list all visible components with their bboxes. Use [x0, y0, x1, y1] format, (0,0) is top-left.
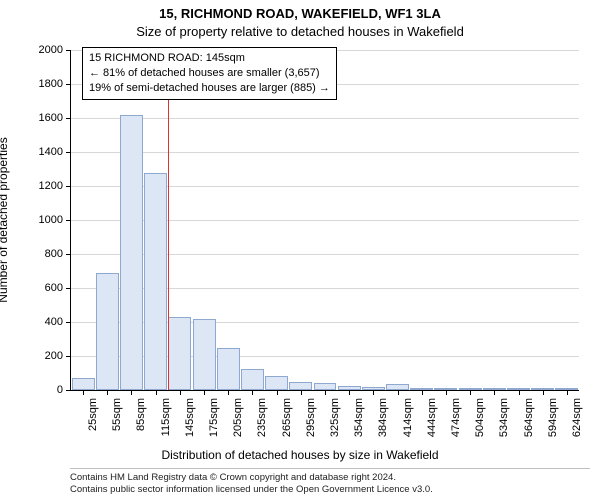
x-tick: [131, 390, 132, 395]
bar: [144, 173, 167, 390]
x-tick-label: 85sqm: [135, 398, 147, 446]
x-tick: [470, 390, 471, 395]
y-tick-label: 0: [15, 384, 63, 396]
bar: [120, 115, 143, 390]
gridline: [71, 118, 579, 119]
x-tick-label: 504sqm: [474, 398, 486, 446]
callout-line3: 19% of semi-detached houses are larger (…: [89, 81, 330, 96]
y-tick: [66, 152, 71, 153]
callout-line1: 15 RICHMOND ROAD: 145sqm: [89, 51, 330, 66]
x-tick-label: 205sqm: [232, 398, 244, 446]
x-tick: [543, 390, 544, 395]
y-tick-label: 1600: [15, 112, 63, 124]
y-tick-label: 1200: [15, 180, 63, 192]
bar: [241, 369, 264, 390]
x-tick-label: 325sqm: [329, 398, 341, 446]
bar: [314, 383, 337, 390]
page-title-line2: Size of property relative to detached ho…: [0, 24, 600, 39]
x-tick-label: 534sqm: [498, 398, 510, 446]
y-tick: [66, 118, 71, 119]
x-tick: [252, 390, 253, 395]
x-tick: [83, 390, 84, 395]
y-tick-label: 1000: [15, 214, 63, 226]
y-tick: [66, 50, 71, 51]
x-tick: [398, 390, 399, 395]
x-tick-label: 594sqm: [547, 398, 559, 446]
x-tick-label: 265sqm: [281, 398, 293, 446]
y-tick-label: 600: [15, 282, 63, 294]
x-tick: [325, 390, 326, 395]
gridline: [71, 152, 579, 153]
x-tick-label: 624sqm: [571, 398, 583, 446]
x-tick: [107, 390, 108, 395]
bar: [72, 378, 95, 390]
bar: [193, 319, 216, 390]
y-tick: [66, 356, 71, 357]
x-tick-label: 474sqm: [450, 398, 462, 446]
y-tick-label: 2000: [15, 44, 63, 56]
y-tick: [66, 220, 71, 221]
x-tick-label: 55sqm: [111, 398, 123, 446]
histogram-chart: 020040060080010001200140016001800200025s…: [70, 50, 578, 390]
footer-line1: Contains HM Land Registry data © Crown c…: [70, 472, 590, 484]
plot-area: 020040060080010001200140016001800200025s…: [70, 50, 579, 391]
x-tick: [204, 390, 205, 395]
x-tick: [228, 390, 229, 395]
x-tick: [301, 390, 302, 395]
x-tick: [349, 390, 350, 395]
footer-line2: Contains public sector information licen…: [70, 484, 590, 496]
x-tick-label: 175sqm: [208, 398, 220, 446]
x-tick-label: 444sqm: [426, 398, 438, 446]
callout-line2: ← 81% of detached houses are smaller (3,…: [89, 66, 330, 81]
x-tick: [373, 390, 374, 395]
y-tick: [66, 322, 71, 323]
y-tick-label: 800: [15, 248, 63, 260]
x-tick-label: 115sqm: [160, 398, 172, 446]
x-tick-label: 145sqm: [184, 398, 196, 446]
y-tick-label: 400: [15, 316, 63, 328]
x-tick-label: 354sqm: [353, 398, 365, 446]
bar: [289, 382, 312, 391]
y-tick-label: 1800: [15, 78, 63, 90]
bar: [96, 273, 119, 390]
x-tick: [519, 390, 520, 395]
x-tick: [156, 390, 157, 395]
x-tick: [277, 390, 278, 395]
y-axis-label: Number of detached properties: [0, 137, 10, 302]
footer: Contains HM Land Registry data © Crown c…: [70, 468, 590, 496]
x-tick: [180, 390, 181, 395]
x-tick-label: 384sqm: [377, 398, 389, 446]
x-tick: [446, 390, 447, 395]
x-tick-label: 414sqm: [402, 398, 414, 446]
y-tick: [66, 84, 71, 85]
x-axis-label: Distribution of detached houses by size …: [0, 448, 600, 462]
y-tick-label: 200: [15, 350, 63, 362]
bar: [265, 376, 288, 390]
x-tick-label: 235sqm: [256, 398, 268, 446]
y-tick: [66, 288, 71, 289]
x-tick: [422, 390, 423, 395]
x-tick-label: 25sqm: [87, 398, 99, 446]
y-tick: [66, 390, 71, 391]
x-tick-label: 295sqm: [305, 398, 317, 446]
callout-box: 15 RICHMOND ROAD: 145sqm ← 81% of detach…: [82, 47, 337, 100]
x-tick-label: 564sqm: [523, 398, 535, 446]
bar: [168, 317, 191, 390]
bar: [217, 348, 240, 391]
y-tick: [66, 186, 71, 187]
x-tick: [494, 390, 495, 395]
y-tick-label: 1400: [15, 146, 63, 158]
y-tick: [66, 254, 71, 255]
marker-line: [168, 50, 169, 390]
x-tick: [567, 390, 568, 395]
page-title-line1: 15, RICHMOND ROAD, WAKEFIELD, WF1 3LA: [0, 6, 600, 21]
